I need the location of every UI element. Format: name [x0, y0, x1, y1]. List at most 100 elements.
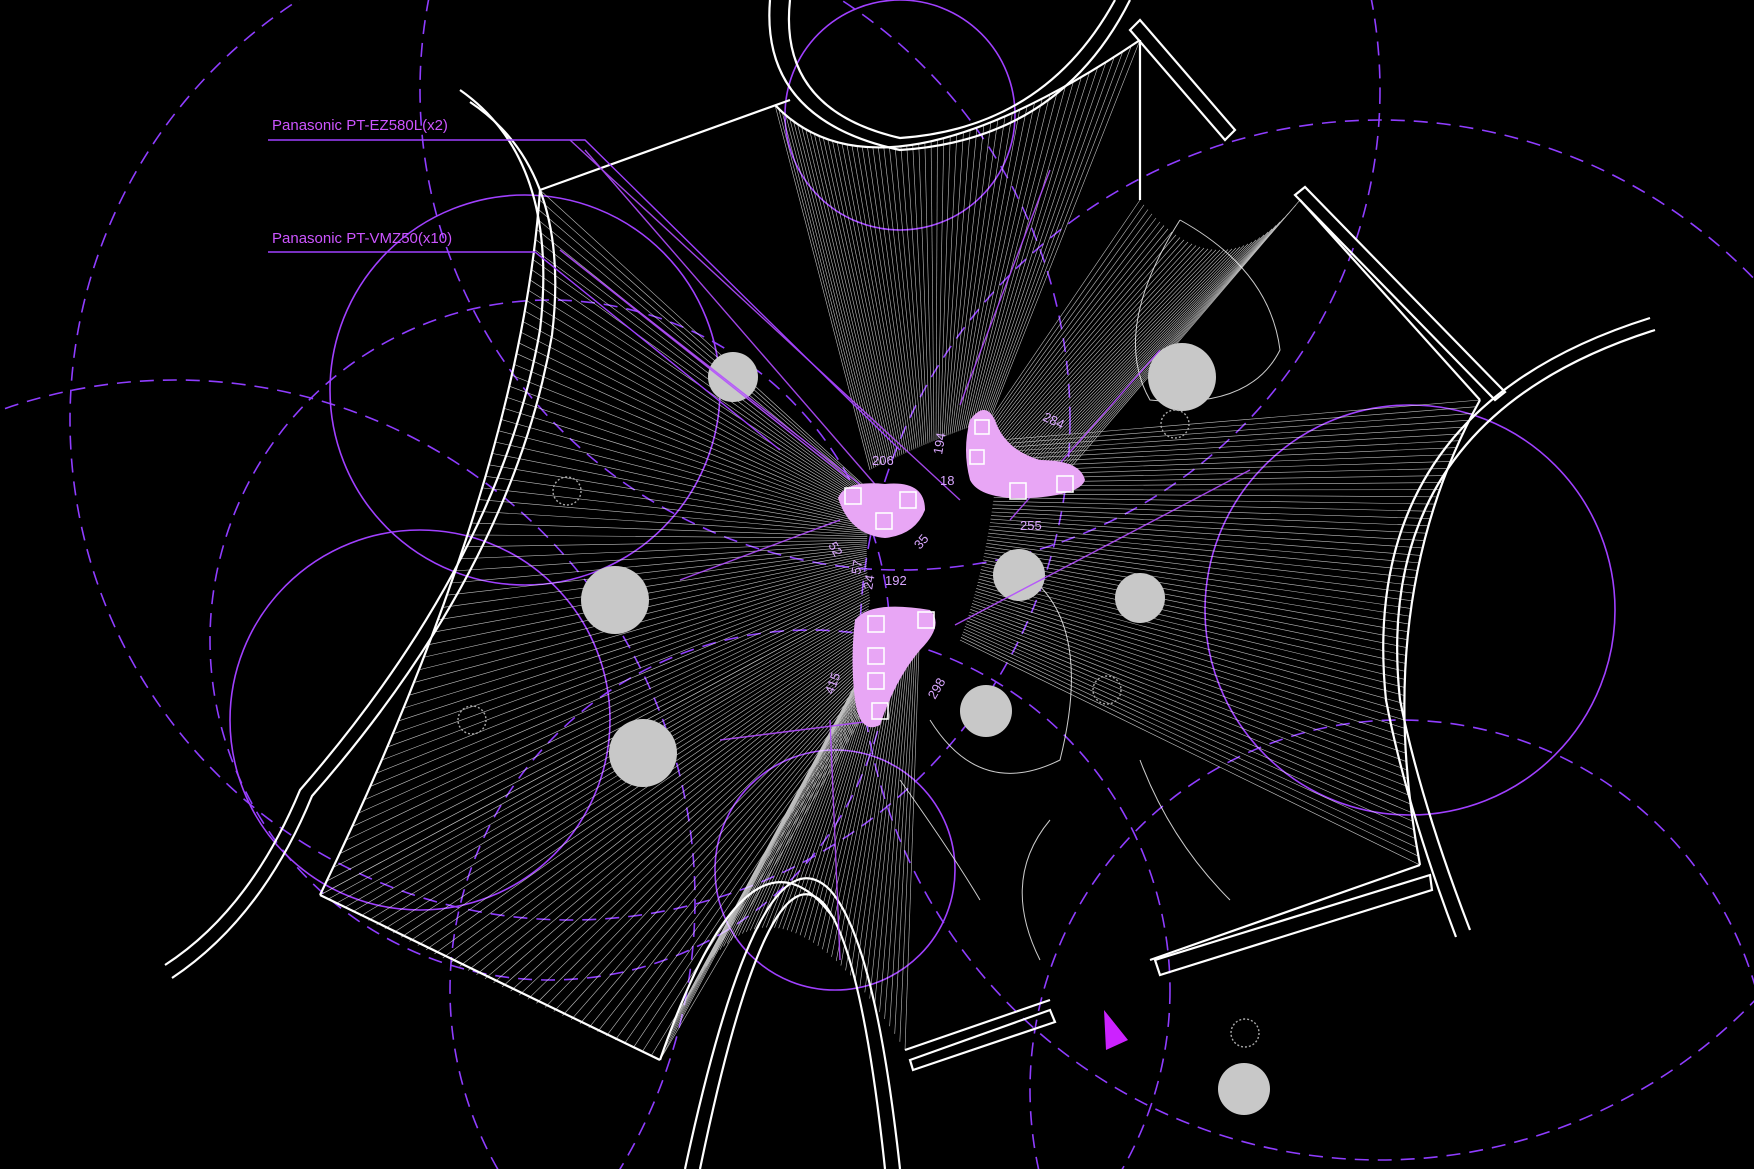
hatch-line [856, 146, 909, 453]
hatch-line [1007, 245, 1197, 451]
hatch-line [451, 545, 867, 584]
hatch-line [974, 594, 1405, 729]
hatch-line [606, 701, 861, 1037]
hatch-line [993, 500, 1433, 512]
anchors [457, 409, 1260, 1048]
hatch-line [983, 56, 1115, 423]
hatch-line [351, 586, 869, 827]
hatch-line [989, 525, 1420, 564]
hatch-line [1008, 246, 1201, 453]
hatch-line [498, 430, 870, 525]
hatch-line [1010, 247, 1205, 454]
hatch-line [924, 142, 933, 442]
hatch-line [539, 189, 881, 501]
hatch-line [381, 574, 868, 761]
hatch-line [986, 539, 1414, 594]
hatch-line [961, 106, 1028, 430]
outer-walls [164, 0, 1656, 1169]
hatch-line [518, 342, 873, 515]
hatch-line [1001, 237, 1181, 443]
hatch-line [492, 453, 869, 528]
hatch-line [976, 588, 1405, 713]
hatch-line [986, 542, 1413, 602]
hatch-line [998, 231, 1173, 439]
hatch-line [1017, 249, 1221, 461]
projection-zone-left [838, 483, 925, 538]
dotted-anchor-icon [1160, 409, 1190, 439]
hatch-line [973, 597, 1406, 737]
hatch-line [979, 572, 1406, 672]
hatch-line [495, 441, 869, 526]
hatch-line [980, 569, 1406, 664]
hatch-line [1019, 249, 1225, 462]
hatch-line [990, 204, 1145, 423]
hatch-line [985, 546, 1412, 609]
hatch-line [867, 147, 913, 451]
hatch-line [503, 408, 870, 522]
hatch-line [1059, 199, 1301, 481]
hatch-line [478, 499, 868, 534]
hatch-line [906, 145, 927, 445]
hatch-line [939, 136, 951, 439]
hatch-line [935, 139, 938, 441]
hatch-line [534, 249, 877, 505]
hatch-line [485, 476, 869, 531]
hatch-line [536, 677, 862, 1004]
hatch-line [883, 147, 919, 448]
hatch-line [1000, 234, 1177, 441]
hatch-line [774, 104, 871, 471]
hatch-line [726, 664, 867, 944]
hatch-line [467, 653, 864, 971]
hatch-line [437, 551, 867, 621]
hatch-line [522, 321, 873, 512]
hatch-line [969, 611, 1408, 779]
hatch-line [965, 98, 1043, 429]
hatch-line [988, 529, 1418, 571]
hatch-line [524, 310, 874, 511]
hatch-line [977, 72, 1090, 425]
hatch-line [884, 622, 914, 1019]
dim-192: 192 [885, 573, 907, 588]
hatch-line [990, 518, 1423, 549]
hatch-line [962, 631, 1416, 839]
hatch-line [997, 228, 1169, 437]
hatch-line [392, 570, 868, 735]
dim-52: 52 [825, 539, 845, 559]
hatch-line [482, 487, 868, 533]
dimension-annotations: 206 194 284 18 255 52 35 57 24 192 415 2… [822, 409, 1067, 701]
hatch-line [912, 144, 929, 444]
hatch-line [960, 637, 1419, 857]
hatch-line [957, 113, 1013, 432]
hatch-line [1003, 239, 1185, 445]
hatch-line [972, 600, 1406, 746]
hatch-line [1015, 249, 1217, 459]
hatch-line [1032, 241, 1253, 471]
hatch-line [992, 504, 1431, 519]
hatch-line [979, 67, 1099, 424]
hatch-line [615, 704, 861, 1041]
hatch-line [597, 698, 861, 1033]
hatch-line [989, 522, 1421, 556]
hatch-line [1030, 243, 1249, 470]
projector-label-ez580l: Panasonic PT-EZ580L(x2) [272, 117, 448, 134]
hatch-line [352, 611, 869, 913]
hatch-line [364, 581, 869, 801]
hatch-line [715, 669, 865, 954]
hatch-line [975, 76, 1082, 425]
hatch-line [976, 585, 1405, 704]
hatch-line [805, 129, 887, 463]
hatch-line [1004, 241, 1189, 447]
projectors [844, 419, 1074, 720]
column-circle-icon [708, 352, 758, 402]
dotted-anchor-icon [1230, 1018, 1260, 1048]
hatch-line [955, 116, 1006, 433]
hatch-line [998, 419, 1470, 453]
hatch-line [966, 620, 1411, 805]
hatch-line [827, 139, 897, 458]
hatch-line [455, 543, 867, 572]
hatch-line [864, 626, 908, 993]
hatch-line [1038, 234, 1265, 474]
hatch-line [968, 614, 1409, 788]
hatch-line [869, 625, 910, 999]
